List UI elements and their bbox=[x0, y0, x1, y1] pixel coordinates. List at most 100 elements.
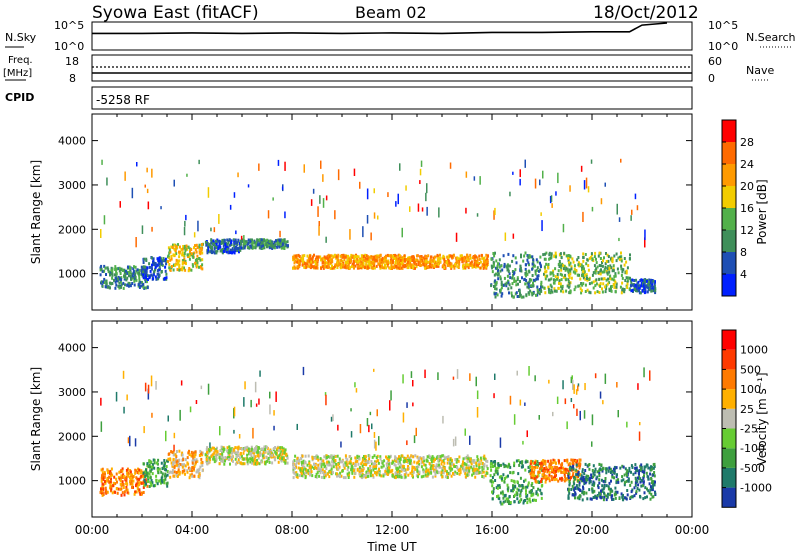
power-point bbox=[415, 265, 418, 269]
power-point bbox=[402, 259, 405, 262]
velocity-point bbox=[345, 460, 348, 464]
power-point bbox=[138, 268, 141, 272]
power-point bbox=[558, 261, 561, 265]
velocity-point bbox=[294, 473, 297, 477]
power-point bbox=[608, 289, 611, 292]
velocity-point bbox=[414, 467, 417, 471]
velocity-point bbox=[531, 468, 534, 472]
power-point bbox=[522, 259, 525, 263]
velocity-point bbox=[412, 380, 414, 387]
velocity-point bbox=[481, 462, 484, 466]
power-point bbox=[474, 263, 477, 267]
velocity-point bbox=[363, 463, 366, 466]
nave-label: Nave bbox=[746, 64, 774, 77]
velocity-point bbox=[155, 478, 158, 482]
power-colorbar-segment bbox=[722, 252, 736, 274]
power-point bbox=[411, 266, 414, 270]
power-point bbox=[239, 248, 242, 252]
power-point bbox=[151, 274, 154, 278]
velocity-point bbox=[206, 446, 209, 450]
velocity-point bbox=[317, 463, 320, 467]
velocity-point bbox=[548, 464, 551, 468]
velocity-point bbox=[502, 496, 505, 500]
power-point bbox=[327, 263, 330, 267]
velocity-point bbox=[471, 473, 474, 477]
power-point bbox=[520, 255, 522, 259]
velocity-point bbox=[532, 476, 535, 480]
power-point bbox=[549, 196, 552, 204]
power-point bbox=[105, 273, 107, 276]
power-point bbox=[297, 260, 300, 264]
power-point bbox=[133, 279, 136, 283]
velocity-point bbox=[446, 472, 449, 476]
velocity-point bbox=[551, 477, 554, 481]
velocity-point bbox=[284, 461, 287, 465]
velocity-point bbox=[123, 406, 125, 414]
velocity-point bbox=[476, 455, 479, 459]
power-point bbox=[494, 251, 496, 255]
velocity-point bbox=[332, 456, 335, 459]
power-point bbox=[215, 242, 218, 246]
power-point bbox=[553, 287, 556, 291]
power-point bbox=[142, 265, 145, 269]
velocity-point bbox=[507, 500, 510, 504]
power-point bbox=[244, 242, 247, 246]
velocity-point bbox=[145, 468, 147, 472]
power-point bbox=[404, 259, 406, 263]
power-point bbox=[114, 276, 117, 280]
velocity-point bbox=[483, 454, 486, 458]
velocity-point bbox=[533, 468, 536, 472]
power-point bbox=[308, 259, 311, 263]
power-point bbox=[398, 267, 401, 270]
power-point bbox=[618, 217, 621, 222]
power-point bbox=[132, 269, 135, 273]
power-point bbox=[100, 264, 103, 268]
power-point bbox=[497, 268, 499, 272]
velocity-point bbox=[520, 498, 523, 502]
velocity-point bbox=[447, 455, 450, 459]
velocity-point bbox=[358, 457, 361, 461]
velocity-point bbox=[633, 486, 636, 490]
power-point bbox=[593, 264, 596, 268]
power-point bbox=[620, 273, 623, 277]
power-point bbox=[462, 266, 465, 270]
velocity-point bbox=[441, 469, 444, 473]
velocity-point bbox=[314, 475, 317, 478]
velocity-point bbox=[122, 473, 125, 477]
power-point bbox=[641, 289, 644, 293]
power-point bbox=[557, 269, 560, 273]
power-point bbox=[261, 241, 264, 245]
velocity-point bbox=[191, 454, 194, 458]
velocity-point bbox=[194, 450, 197, 454]
power-point bbox=[383, 255, 386, 259]
velocity-point bbox=[315, 456, 318, 460]
power-point bbox=[198, 265, 200, 269]
power-point bbox=[142, 283, 145, 287]
velocity-point bbox=[370, 471, 373, 474]
velocity-point bbox=[208, 448, 211, 452]
velocity-point bbox=[540, 480, 542, 484]
power-point bbox=[127, 281, 130, 285]
velocity-point bbox=[452, 438, 455, 447]
power-point bbox=[652, 289, 655, 293]
power-point bbox=[318, 225, 320, 236]
power-point bbox=[544, 257, 547, 261]
velocity-point bbox=[425, 470, 427, 474]
power-point bbox=[582, 252, 585, 256]
velocity-point bbox=[196, 459, 199, 463]
velocity-point bbox=[545, 466, 548, 470]
power-point bbox=[396, 257, 399, 261]
power-point bbox=[108, 286, 111, 290]
power-point bbox=[527, 261, 530, 265]
velocity-point bbox=[534, 375, 536, 382]
velocity-point bbox=[301, 461, 304, 465]
power-point bbox=[356, 260, 359, 264]
power-point bbox=[217, 247, 220, 250]
velocity-point bbox=[303, 461, 306, 465]
velocity-point bbox=[435, 456, 438, 460]
velocity-point bbox=[374, 471, 376, 474]
velocity-point bbox=[113, 475, 116, 479]
power-point bbox=[508, 291, 510, 295]
power-point bbox=[447, 263, 450, 267]
velocity-point bbox=[387, 458, 390, 462]
